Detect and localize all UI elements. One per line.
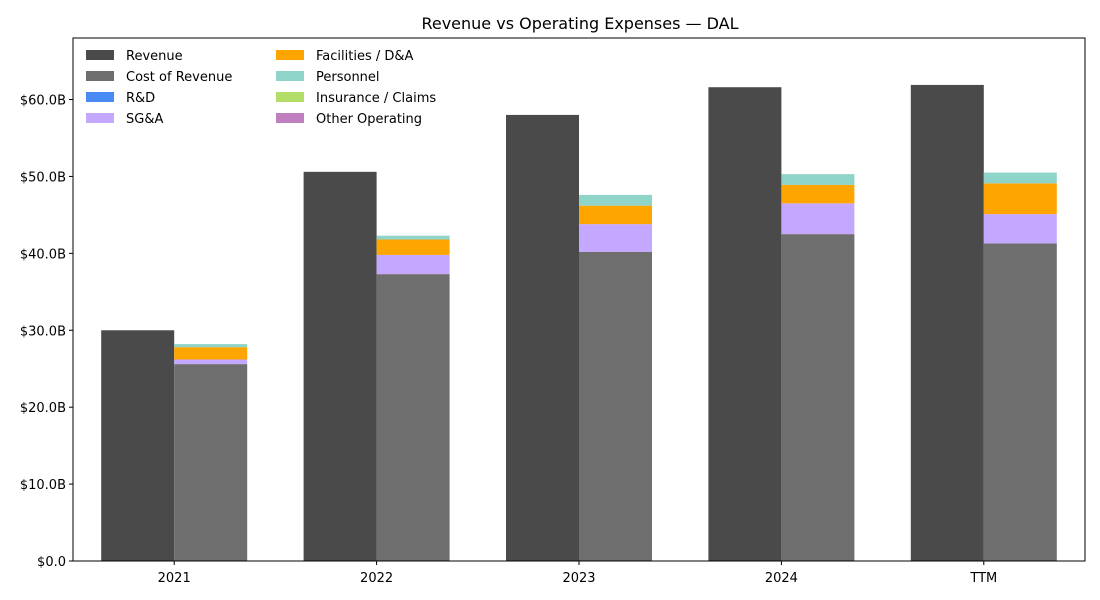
bar-revenue-ttm [910,84,984,562]
bar-facilities-d-a-2021 [174,347,248,360]
legend-swatch-revenue [86,50,114,60]
legend-label-personnel: Personnel [316,70,380,85]
axes-layer: 2021 2022 2023 2024 TTM $0.0 $10.0B $20.0B $30.0… [20,94,997,586]
legend-label-other-operating: Other Operating [316,112,422,127]
bar-revenue-2024 [708,87,782,562]
plot-frame [72,37,1086,562]
y-tick-label: $60.0B [20,94,66,109]
bar-revenue-2021 [101,330,175,561]
bar-sg-a-2022 [376,254,450,275]
bar-facilities-d-a-2024 [781,184,855,204]
bars-layer [101,84,1057,562]
y-tick-label: $50.0B [20,170,66,185]
legend: Revenue Cost of Revenue R&D SG&A Facilities … [86,49,436,127]
bar-revenue-2023 [506,114,579,561]
y-tick-label: $20.0B [20,401,66,416]
legend-swatch-facilities-d-a [276,50,304,60]
x-tick-label: TTM [969,571,997,586]
x-tick-label: 2024 [765,571,798,586]
bar-personnel-2021 [174,344,248,348]
bar-cost-of-revenue-2023 [579,251,652,562]
bar-revenue-2022 [303,171,377,561]
legend-label-r-d: R&D [126,91,155,106]
bar-sg-a-2023 [579,224,652,252]
bar-cost-of-revenue-2022 [376,274,450,561]
legend-label-cost-of-revenue: Cost of Revenue [126,70,232,85]
legend-swatch-personnel [276,71,304,81]
legend-swatch-other-operating [276,113,304,123]
legend-label-insurance-claims: Insurance / Claims [316,91,436,106]
bar-facilities-d-a-2023 [579,205,652,225]
x-tick-label: 2023 [562,571,595,586]
bar-sg-a-ttm [983,214,1057,244]
y-tick-label: $10.0B [20,478,66,493]
bar-facilities-d-a-2022 [376,239,450,255]
chart-title: Revenue vs Operating Expenses — DAL [421,14,738,33]
bar-sg-a-2021 [174,359,248,365]
bar-personnel-2022 [376,235,450,240]
bar-personnel-2024 [781,174,855,185]
bar-personnel-2023 [579,194,652,206]
bar-sg-a-2024 [781,203,855,235]
legend-label-sg-a: SG&A [126,112,163,127]
y-tick-label: $0.0 [37,555,66,570]
x-tick-label: 2022 [360,571,393,586]
legend-label-facilities-d-a: Facilities / D&A [316,49,414,64]
bar-facilities-d-a-ttm [983,183,1057,215]
x-tick-label: 2021 [158,571,191,586]
y-tick-label: $30.0B [20,324,66,339]
legend-swatch-insurance-claims [276,92,304,102]
y-tick-label: $40.0B [20,247,66,262]
legend-swatch-cost-of-revenue [86,71,114,81]
legend-label-revenue: Revenue [126,49,183,64]
bar-personnel-ttm [983,172,1057,184]
legend-swatch-r-d [86,92,114,102]
bar-cost-of-revenue-ttm [983,243,1057,561]
bar-cost-of-revenue-2021 [174,364,248,561]
bar-cost-of-revenue-2024 [781,234,855,561]
legend-swatch-sg-a [86,113,114,123]
